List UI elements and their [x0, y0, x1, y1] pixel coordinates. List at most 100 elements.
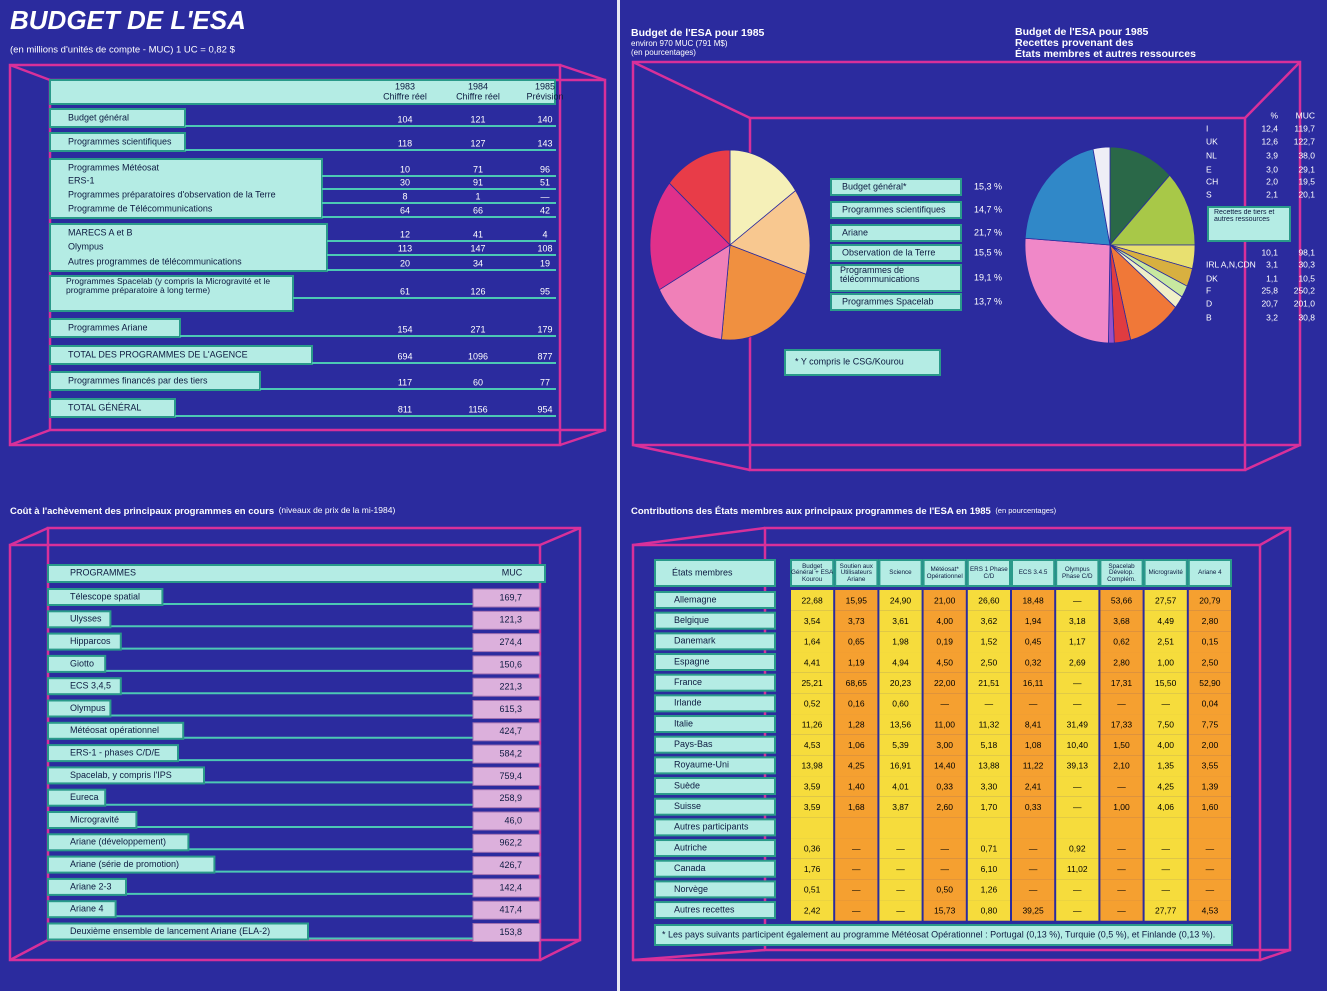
cell-value: 2,10 — [1113, 761, 1130, 771]
column-label-box: Météosat* Opérationnel — [927, 566, 963, 579]
cell — [967, 900, 1010, 921]
row-label: Programmes financés par des tiers — [68, 375, 208, 385]
cell — [879, 672, 922, 694]
column-label: Microgravité — [1148, 569, 1183, 577]
row-value: 584,2 — [499, 748, 522, 758]
cell — [1012, 652, 1055, 673]
cell-value: 22,00 — [934, 678, 956, 688]
cell-value: 52,90 — [1199, 678, 1221, 688]
cell-value: 8,41 — [1025, 719, 1042, 729]
cell-value: 4,25 — [1157, 781, 1174, 791]
legend-label: Budget général* — [842, 181, 907, 191]
cell — [1188, 714, 1231, 735]
row-value: 417,4 — [499, 905, 522, 915]
cell — [1100, 693, 1143, 715]
pie1-note: (en pourcentages) — [631, 48, 696, 57]
row-label: Eureca — [70, 792, 99, 802]
costs-subtitle: (niveaux de prix de la mi-1984) — [279, 505, 396, 515]
cell — [1056, 776, 1099, 797]
label-box — [654, 839, 776, 858]
header-cell — [834, 559, 879, 587]
cell — [967, 590, 1010, 611]
label-box — [49, 318, 181, 338]
row-label: Programme de Télécommunications — [68, 203, 213, 213]
value-box — [472, 588, 541, 608]
cell — [879, 838, 922, 859]
footnote-box — [784, 349, 941, 376]
cell-value: 1156 — [468, 404, 487, 414]
row-label: Autres programmes de télécommunications — [68, 256, 242, 266]
cell — [879, 817, 922, 839]
cell-value: 4,00 — [1157, 740, 1174, 750]
label-box — [47, 610, 112, 629]
row-label: Hipparcos — [70, 636, 111, 646]
header-cell — [966, 559, 1011, 587]
cell-value: 1,28 — [848, 719, 865, 729]
label-box — [49, 108, 186, 128]
row-label: Programmes Ariane — [68, 322, 148, 332]
cell — [923, 776, 966, 797]
value-box — [472, 900, 541, 920]
cell-value: 113 — [398, 243, 412, 253]
cell — [1056, 734, 1099, 756]
cell-value: 5,39 — [892, 740, 909, 750]
row-label: Italie — [674, 718, 693, 728]
cell-value: 64 — [400, 205, 410, 215]
cell-value: 3,59 — [804, 781, 821, 791]
column-label-box: Microgravité — [1148, 569, 1183, 577]
cell-value: 11,32 — [979, 719, 1000, 729]
column-label: Science — [889, 569, 912, 577]
legend-label: Programmes scientifiques — [842, 204, 946, 214]
cell — [791, 900, 834, 921]
value-box — [472, 878, 541, 898]
header-cell — [790, 559, 835, 587]
cell — [1144, 714, 1187, 735]
cell — [879, 714, 922, 735]
pie1-subtitle: environ 970 MUC (791 M$) — [631, 39, 728, 48]
cell-value: — — [940, 864, 949, 874]
value-box — [472, 610, 541, 630]
cell-value: 21,51 — [978, 678, 1000, 688]
row-label: Olympus — [70, 703, 106, 713]
cell — [879, 693, 922, 715]
costs-title-line: Coût à l'achèvement des principaux progr… — [10, 502, 395, 519]
cell-value: — — [852, 905, 861, 915]
cell-value: 3,55 — [1202, 761, 1219, 771]
label-box — [654, 653, 776, 672]
cell-value: 0,80 — [981, 905, 998, 915]
legend-label: I — [1206, 123, 1208, 133]
label-box — [654, 777, 776, 796]
cell — [791, 796, 834, 818]
cell-value: — — [940, 843, 949, 853]
row-label: Autres recettes — [674, 904, 735, 914]
cell — [1188, 734, 1231, 756]
row-label: Belgique — [674, 615, 709, 625]
cell-value: 3,61 — [892, 616, 909, 626]
contrib-title: Contributions des États membres aux prin… — [631, 506, 992, 517]
row-label: France — [674, 677, 702, 687]
value-box — [472, 677, 541, 697]
row-label: Espagne — [674, 656, 710, 666]
column-label-box: Science — [889, 569, 912, 577]
footnote: * Les pays suivants participent égalemen… — [662, 929, 1215, 939]
cell-value: 3,73 — [848, 616, 865, 626]
legend-value: 2,1 — [1266, 189, 1278, 199]
cell — [1144, 900, 1187, 921]
cell — [967, 879, 1010, 901]
cell-value: 1,39 — [1202, 781, 1219, 791]
cell-value: 24,90 — [890, 595, 912, 605]
cell — [1056, 858, 1099, 880]
cell-value: 3,30 — [981, 781, 998, 791]
row-label: Ariane 2-3 — [70, 881, 112, 891]
cell-value: 1,52 — [981, 637, 998, 647]
cell-value: — — [1073, 781, 1082, 791]
legend-box — [830, 244, 962, 262]
row-label: Microgravité — [70, 814, 119, 824]
cell — [1100, 776, 1143, 797]
cell — [1188, 776, 1231, 797]
legend-muc: 20,1 — [1298, 189, 1315, 199]
pie-slice — [658, 244, 731, 340]
value-box — [472, 856, 541, 876]
cell-value: 20,79 — [1199, 595, 1221, 605]
cell-value: — — [1161, 699, 1170, 709]
